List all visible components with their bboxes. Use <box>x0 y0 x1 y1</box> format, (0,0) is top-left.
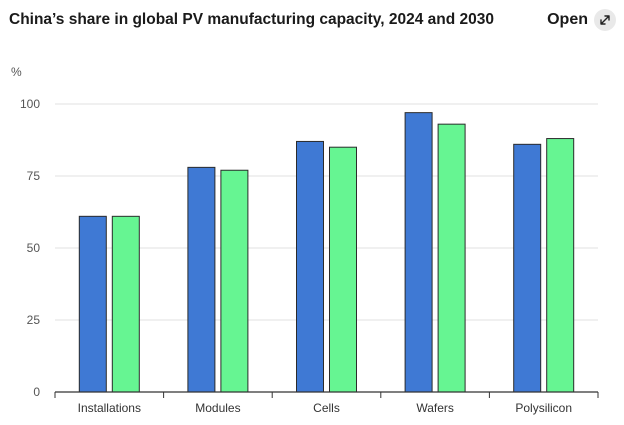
y-axis-label: % <box>11 65 22 79</box>
gridlines <box>55 103 598 321</box>
open-label: Open <box>547 11 588 28</box>
x-axis <box>54 391 599 398</box>
x-tick-labels: Installations Modules Cells Wafers Polysilic… <box>78 401 572 415</box>
bar-installations-series-1[interactable] <box>78 215 107 393</box>
bar-cells-series-2[interactable] <box>329 146 357 393</box>
y-tick-label: 100 <box>20 97 40 111</box>
bar-installations-series-2[interactable] <box>111 215 140 393</box>
bar-polysilicon-series-2[interactable] <box>546 138 575 393</box>
y-tick-label: 50 <box>27 241 41 255</box>
bar-modules-series-2[interactable] <box>220 169 249 393</box>
y-tick-labels: 0 25 50 75 100 <box>20 97 40 399</box>
bar-cells-series-1[interactable] <box>296 140 324 393</box>
x-tick-label: Wafers <box>416 401 454 415</box>
y-tick-label: 25 <box>27 313 41 327</box>
bar-wafers-series-1[interactable] <box>404 112 433 393</box>
x-tick-label: Installations <box>78 401 141 415</box>
x-tick-label: Cells <box>313 401 340 415</box>
open-button[interactable]: Open <box>547 9 616 31</box>
bar-polysilicon-series-1[interactable] <box>513 143 542 393</box>
y-tick-label: 75 <box>27 169 41 183</box>
bars <box>78 112 575 393</box>
expand-arrow-icon[interactable] <box>594 9 616 31</box>
chart-title: China’s share in global PV manufacturing… <box>9 11 494 28</box>
x-tick-label: Modules <box>195 401 240 415</box>
x-tick-label: Polysilicon <box>515 401 572 415</box>
bar-wafers-series-2[interactable] <box>437 123 466 393</box>
expand-arrow-glyph <box>600 15 610 25</box>
bar-modules-series-1[interactable] <box>187 166 216 393</box>
y-tick-label: 0 <box>33 385 40 399</box>
